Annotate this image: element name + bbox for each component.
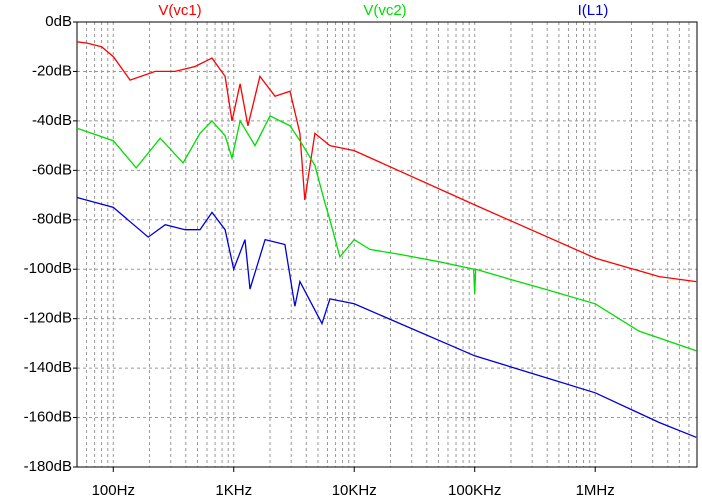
series-line [76,196,697,438]
x-tick-label: 10KHz [332,482,377,499]
y-tick-label: -40dB [32,112,72,129]
x-tick-label: 100Hz [92,482,135,499]
plot-frame [76,21,698,468]
y-tick-label: -140dB [24,359,72,376]
y-tick-label: -80dB [32,211,72,228]
x-tick-label: 1MHz [576,482,615,499]
y-tick-label: -60dB [32,161,72,178]
y-tick-label: -20dB [32,62,72,79]
x-tick-label: 100KHz [448,482,501,499]
y-tick-label: -100dB [24,260,72,277]
legend-label: V(vc2) [363,2,406,19]
y-tick-label: -120dB [24,310,72,327]
legend-label: I(L1) [578,2,609,19]
y-tick-label: -180dB [24,458,72,475]
series-line [76,115,697,352]
y-tick-label: 0dB [45,13,72,30]
series-line [76,41,697,283]
x-tick-label: 1KHz [215,482,252,499]
y-tick-label: -160dB [24,409,72,426]
legend-label: V(vc1) [158,2,201,19]
